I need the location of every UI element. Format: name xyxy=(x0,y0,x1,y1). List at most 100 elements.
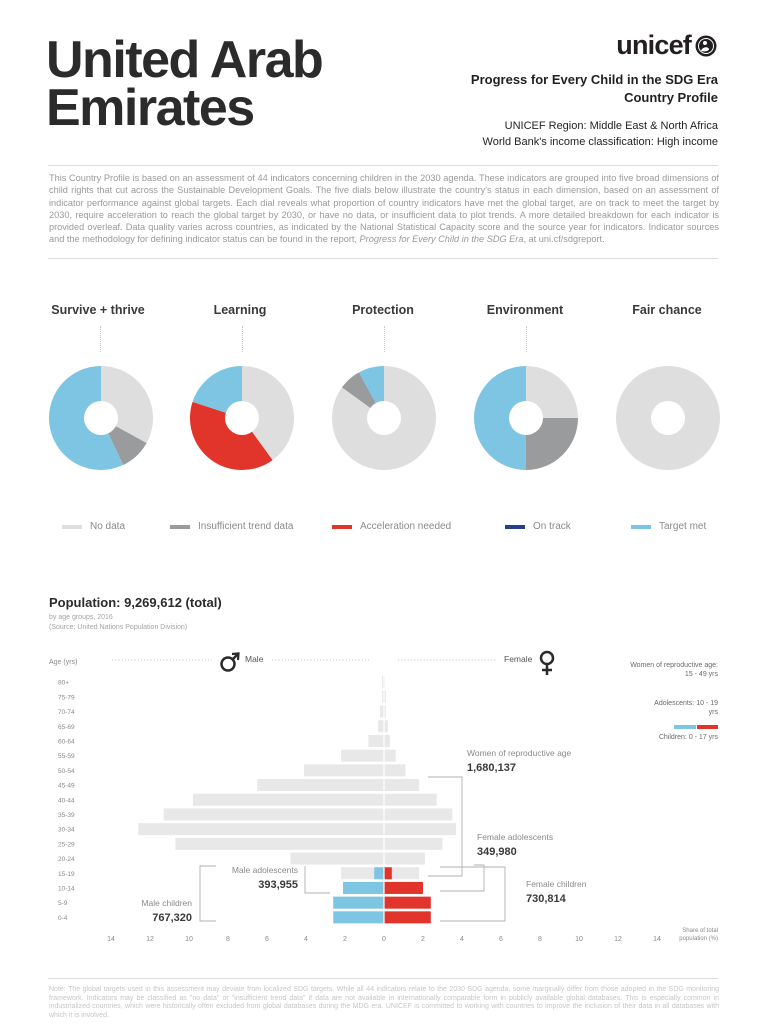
dial-segment-target_met xyxy=(474,366,526,470)
male-children-bar xyxy=(343,881,384,894)
male-bar xyxy=(175,837,384,850)
bracket-women-reproductive xyxy=(428,776,463,877)
male-bar xyxy=(290,852,384,865)
male-children-bar xyxy=(374,867,384,880)
male-bar xyxy=(378,720,384,733)
intro-paragraph: This Country Profile is based on an asse… xyxy=(49,172,719,246)
male-children-bar xyxy=(333,896,384,909)
link-prefix: , at xyxy=(523,234,539,245)
population-title: Population: 9,269,612 (total) xyxy=(49,595,222,610)
dial-segment-target_met xyxy=(192,366,242,418)
region-label: UNICEF Region: xyxy=(504,120,587,132)
population-source: by age groups, 2016 (Source: United Nati… xyxy=(49,613,187,633)
dial-segment-insufficient xyxy=(526,418,578,470)
female-bar xyxy=(384,779,420,792)
female-children-bar xyxy=(384,896,431,909)
female-children-bar xyxy=(384,867,392,880)
male-bar xyxy=(341,867,384,880)
dial-protection xyxy=(332,366,436,470)
income-value: High income xyxy=(656,136,718,148)
income-label: World Bank's income classification: xyxy=(482,136,654,148)
male-bar xyxy=(304,764,384,777)
dial-fair-chance xyxy=(616,366,720,470)
x-tick-label: 12 xyxy=(146,936,154,943)
age-group-label: 40-44 xyxy=(58,797,75,804)
male-bar xyxy=(257,779,384,792)
x-tick-label: 4 xyxy=(460,936,464,943)
x-tick-label: 4 xyxy=(304,936,308,943)
female-bar xyxy=(384,823,457,836)
female-bar xyxy=(384,793,437,806)
legend-swatch xyxy=(631,524,651,529)
legend-on-track: On track xyxy=(505,521,571,532)
bracket-male-children xyxy=(199,865,216,922)
age-group-label: 55-59 xyxy=(58,753,75,760)
x-tick-label: 2 xyxy=(421,936,425,943)
adolescents-swatch xyxy=(697,725,718,729)
age-group-label: 60-64 xyxy=(58,738,75,745)
region-value: Middle East & North Africa xyxy=(589,120,718,132)
dial-title-protection: Protection xyxy=(352,303,414,317)
dial-leader-line xyxy=(526,326,527,352)
legend-no-data: No data xyxy=(62,521,125,532)
subtitle-line2: Country Profile xyxy=(624,90,718,105)
age-group-label: 70-74 xyxy=(58,709,75,716)
bracket-male-adolescents xyxy=(304,866,330,894)
age-axis-label: Age (yrs) xyxy=(49,659,77,666)
dial-title-fair-chance: Fair chance xyxy=(632,303,702,317)
region-line: UNICEF Region: Middle East & North Afric… xyxy=(483,118,718,134)
legend-label: Target met xyxy=(659,521,707,532)
legend-label: Insufficient trend data xyxy=(198,521,294,532)
population-pyramid: Age (yrs) Male Female 0-4 5-9 10-14 15-19 20-24… xyxy=(49,650,718,943)
age-group-label: 50-54 xyxy=(58,768,75,775)
male-bar xyxy=(368,734,384,747)
bracket-female-adolescents xyxy=(440,864,485,892)
female-children-bar xyxy=(384,881,423,894)
male-bar xyxy=(380,705,384,718)
female-children-bar xyxy=(384,911,431,924)
report-link[interactable]: uni.cf/sdgreport xyxy=(538,234,603,245)
female-bar xyxy=(384,837,443,850)
income-line: World Bank's income classification: High… xyxy=(483,134,718,150)
female-bar xyxy=(384,852,425,865)
female-bar xyxy=(384,720,388,733)
age-group-label: 35-39 xyxy=(58,812,75,819)
annotation-female-adolescents-value: 349,980 xyxy=(477,846,517,858)
male-bar xyxy=(163,808,384,821)
dial-segment-acceleration xyxy=(190,401,273,470)
female-bar xyxy=(384,867,420,880)
country-title-line2: Emirates xyxy=(46,79,255,137)
x-tick-label: 14 xyxy=(653,936,661,943)
intro-text: This Country Profile is based on an asse… xyxy=(49,173,719,245)
age-group-label: 65-69 xyxy=(58,724,75,731)
profile-subtitle: Progress for Every Child in the SDG Era … xyxy=(471,71,718,107)
x-tick-label: 10 xyxy=(185,936,193,943)
unicef-emblem-icon xyxy=(695,35,717,56)
report-title: Progress for Every Child in the SDG Era xyxy=(359,234,524,245)
x-tick-label: 2 xyxy=(343,936,347,943)
annotation-male-adolescents-value: 393,955 xyxy=(258,879,298,891)
age-group-label: 25-29 xyxy=(58,841,75,848)
legend-label: No data xyxy=(90,521,126,532)
age-group-label: 45-49 xyxy=(58,783,75,790)
children-swatch xyxy=(674,725,696,729)
legend-children: Children: 0 - 17 yrs xyxy=(658,734,718,741)
dial-center-hole xyxy=(651,401,685,435)
intro-divider xyxy=(48,258,718,259)
dial-center-hole xyxy=(509,401,543,435)
male-bar xyxy=(341,749,384,762)
annotation-women-reproductive-label: Women of reproductive age xyxy=(467,748,572,758)
male-label: Male xyxy=(245,654,264,664)
annotation-female-adolescents-label: Female adolescents xyxy=(477,832,553,842)
footnote: Note: The global targets used in this as… xyxy=(49,986,719,1019)
annotation-male-children-value: 767,320 xyxy=(152,912,192,924)
dial-title-environment: Environment xyxy=(486,303,564,317)
female-label: Female xyxy=(504,654,533,664)
male-symbol-icon xyxy=(220,652,240,672)
male-bar xyxy=(382,676,384,689)
female-bar xyxy=(384,764,406,777)
dial-leader-line xyxy=(384,326,385,352)
x-tick-label: 14 xyxy=(107,936,115,943)
legend-women-reproductive: Women of reproductive age: 15 - 49 yrs xyxy=(630,662,718,678)
dial-title-learning: Learning xyxy=(213,303,267,317)
